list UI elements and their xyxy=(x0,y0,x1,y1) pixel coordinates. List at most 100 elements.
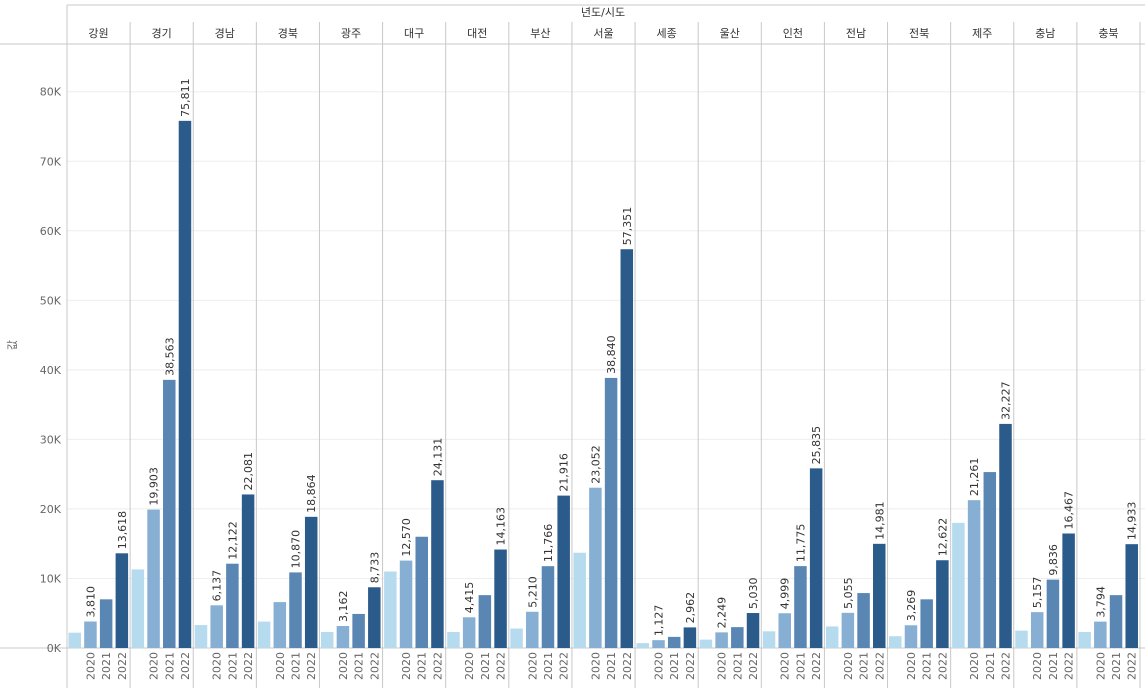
bar-강원-1 xyxy=(84,621,97,648)
bar-인천-1 xyxy=(778,613,791,648)
column-header-title: 년도/시도 xyxy=(581,6,625,19)
bar-경기-3 xyxy=(178,120,192,648)
data-label: 14,981 xyxy=(873,501,886,540)
bar-세종-2 xyxy=(667,636,681,648)
bar-제주-1 xyxy=(967,500,981,648)
group-header-8: 부산 xyxy=(530,27,550,40)
data-label: 3,810 xyxy=(84,586,97,618)
group-header-12: 인천 xyxy=(783,26,803,40)
x-tick-label: 2021 xyxy=(921,652,934,680)
x-tick-label: 2022 xyxy=(936,652,949,680)
bar-충남-1 xyxy=(1030,612,1044,648)
data-label: 21,916 xyxy=(558,453,571,492)
x-tick-label: 2020 xyxy=(84,652,97,680)
bar-충남-2 xyxy=(1046,579,1060,648)
bar-제주-0 xyxy=(952,522,965,648)
x-tick-label: 2021 xyxy=(163,652,176,680)
bar-충북-3 xyxy=(1125,544,1138,648)
data-label: 38,563 xyxy=(163,337,176,376)
data-label: 14,933 xyxy=(1126,502,1139,541)
x-tick-label: 2021 xyxy=(1110,652,1123,680)
bar-강원-0 xyxy=(68,632,81,648)
group-header-3: 경남 xyxy=(215,27,235,40)
x-tick-label: 2022 xyxy=(305,652,318,680)
bar-서울-2 xyxy=(604,377,618,648)
y-tick-label: 50K xyxy=(40,294,62,307)
bar-울산-3 xyxy=(746,613,760,648)
group-header-7: 대전 xyxy=(467,27,487,40)
bar-광주-1 xyxy=(336,626,350,648)
x-tick-label: 2022 xyxy=(999,652,1012,680)
x-tick-label: 2021 xyxy=(605,652,618,680)
x-tick-label: 2020 xyxy=(211,652,224,680)
bar-제주-3 xyxy=(999,423,1012,648)
data-label: 11,775 xyxy=(794,524,807,563)
x-tick-label: 2020 xyxy=(274,652,287,680)
bar-경남-2 xyxy=(226,563,239,648)
group-header-15: 제주 xyxy=(972,27,992,40)
x-tick-label: 2021 xyxy=(731,652,744,680)
bar-경북-2 xyxy=(289,572,302,648)
bar-대전-2 xyxy=(478,595,492,648)
bar-부산-0 xyxy=(510,628,523,648)
bar-서울-1 xyxy=(589,487,602,648)
x-tick-label: 2022 xyxy=(1063,652,1076,680)
bars xyxy=(68,120,1138,648)
bar-울산-2 xyxy=(731,627,744,648)
x-tick-label: 2021 xyxy=(668,652,681,680)
x-tick-label: 2021 xyxy=(226,652,239,680)
data-label: 13,618 xyxy=(116,511,129,550)
x-tick-label: 2022 xyxy=(116,652,129,680)
bar-광주-0 xyxy=(320,632,334,648)
group-header-13: 전남 xyxy=(846,27,866,40)
data-label: 16,467 xyxy=(1063,491,1076,530)
group-header-10: 세종 xyxy=(656,27,676,40)
panel-dividers xyxy=(66,5,1141,688)
data-label: 24,131 xyxy=(431,438,444,477)
data-label: 19,903 xyxy=(148,467,161,506)
x-tick-label: 2021 xyxy=(1047,652,1060,680)
bar-인천-2 xyxy=(794,566,807,648)
x-tick-label: 2022 xyxy=(810,652,823,680)
data-label: 23,052 xyxy=(589,445,602,484)
x-tick-label: 2020 xyxy=(526,652,539,680)
bar-전북-1 xyxy=(904,625,918,648)
bar-충남-3 xyxy=(1062,533,1075,648)
bar-전남-2 xyxy=(857,593,870,648)
x-axis: 2020 2021 2022 2020 2021 2022 2020 2021 2022 2020… xyxy=(84,652,1138,680)
x-tick-label: 2021 xyxy=(353,652,366,680)
x-tick-label: 2022 xyxy=(242,652,255,680)
bar-경북-3 xyxy=(304,516,318,648)
data-label: 75,811 xyxy=(179,78,192,117)
bar-세종-0 xyxy=(636,643,650,648)
data-label: 18,864 xyxy=(305,474,318,513)
y-tick-label: 30K xyxy=(40,433,62,446)
x-tick-label: 2022 xyxy=(621,652,634,680)
y-tick-label: 0K xyxy=(47,642,62,655)
data-label: 38,840 xyxy=(605,335,618,374)
bar-인천-0 xyxy=(762,631,776,648)
bar-서울-3 xyxy=(620,249,634,648)
bar-경기-0 xyxy=(131,569,145,648)
group-header-11: 울산 xyxy=(720,27,740,40)
data-label: 5,030 xyxy=(747,578,760,610)
group-header-9: 서울 xyxy=(593,27,613,40)
data-label: 21,261 xyxy=(968,458,981,497)
x-tick-label: 2020 xyxy=(1031,652,1044,680)
x-tick-label: 2021 xyxy=(290,652,303,680)
x-tick-label: 2020 xyxy=(337,652,350,680)
y-axis: 값 0K 10K 20K 30K 40K 50K 60K 70K 80K xyxy=(6,86,62,655)
bar-세종-3 xyxy=(683,627,697,648)
x-tick-label: 2020 xyxy=(779,652,792,680)
data-label: 5,055 xyxy=(842,577,855,609)
bar-대구-1 xyxy=(399,560,413,648)
bar-울산-0 xyxy=(699,639,713,648)
x-tick-label: 2020 xyxy=(716,652,729,680)
x-tick-label: 2020 xyxy=(400,652,413,680)
data-label: 5,157 xyxy=(1031,577,1044,609)
y-tick-label: 10K xyxy=(40,572,62,585)
x-tick-label: 2022 xyxy=(873,652,886,680)
x-tick-label: 2021 xyxy=(858,652,871,680)
group-header-6: 대구 xyxy=(404,27,424,40)
